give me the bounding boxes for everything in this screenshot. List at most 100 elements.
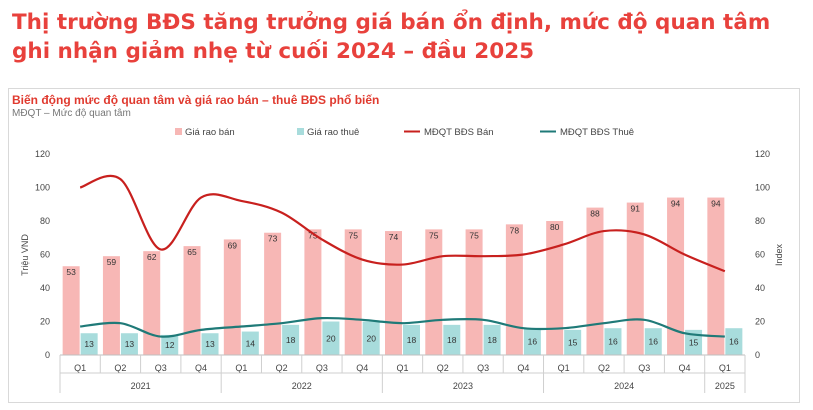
- sale-bar-label: 94: [711, 199, 721, 209]
- year-label: 2022: [292, 381, 312, 391]
- rent-bar: [725, 328, 743, 355]
- legend-label: MĐQT BĐS Thuê: [560, 127, 634, 138]
- legend-label: MĐQT BĐS Bán: [424, 127, 494, 138]
- rent-bar-label: 18: [447, 335, 457, 345]
- y-tick-label: 80: [40, 216, 50, 226]
- sale-bar: [667, 197, 685, 355]
- rent-bar-label: 14: [246, 338, 256, 348]
- sale-bar-label: 75: [308, 230, 318, 240]
- x-tick-label: Q3: [316, 363, 328, 373]
- sale-bar: [626, 202, 644, 355]
- sale-bar: [707, 197, 725, 355]
- year-label: 2024: [614, 381, 634, 391]
- y2-axis-title: Index: [774, 243, 784, 266]
- x-tick-label: Q4: [679, 363, 691, 373]
- rent-bar: [80, 333, 98, 355]
- sale-bar: [385, 231, 402, 355]
- sale-bar: [223, 239, 241, 355]
- legend-swatch: [175, 128, 182, 135]
- sale-bar: [505, 224, 523, 355]
- rent-bar-label: 15: [568, 337, 578, 347]
- x-tick-label: Q2: [276, 363, 288, 373]
- legend-label: Giá rao bán: [185, 127, 235, 138]
- rent-bar-label: 16: [608, 337, 618, 347]
- y-axis-title: Triệu VND: [20, 234, 30, 276]
- sale-bar-label: 75: [429, 230, 439, 240]
- sale-bar-label: 73: [268, 234, 278, 244]
- sale-bar-label: 74: [389, 232, 399, 242]
- rent-bar: [685, 329, 703, 355]
- sale-bar-label: 78: [510, 225, 520, 235]
- headline-line-1: Thị trường BĐS tăng trưởng giá bán ổn đị…: [12, 10, 771, 35]
- sale-bar-label: 65: [187, 247, 197, 257]
- x-tick-label: Q4: [517, 363, 529, 373]
- sale-bar-label: 59: [107, 257, 117, 267]
- rent-bar-label: 20: [326, 333, 336, 343]
- sale-bar: [425, 229, 443, 355]
- rent-bar-label: 16: [649, 337, 659, 347]
- sale-bar-label: 88: [590, 209, 600, 219]
- sale-bar: [143, 251, 161, 355]
- rent-bar: [241, 331, 259, 355]
- sale-bar-label: 53: [66, 267, 76, 277]
- y-tick-label: 20: [40, 317, 50, 327]
- y-tick-label: 120: [35, 149, 50, 159]
- rent-bar-label: 16: [729, 337, 739, 347]
- rent-bar: [564, 329, 582, 355]
- x-tick-label: Q3: [477, 363, 489, 373]
- rent-bar-label: 18: [286, 335, 296, 345]
- y2-tick-label: 80: [755, 216, 765, 226]
- x-tick-label: Q2: [114, 363, 126, 373]
- y-tick-label: 100: [35, 183, 50, 193]
- rent-bar: [403, 324, 420, 355]
- x-tick-label: Q2: [598, 363, 610, 373]
- sale-bar: [102, 256, 120, 355]
- x-tick-label: Q3: [638, 363, 650, 373]
- x-tick-label: Q1: [74, 363, 86, 373]
- x-tick-label: Q2: [437, 363, 449, 373]
- sale-interest-line: [79, 174, 726, 273]
- rent-bar-label: 13: [205, 339, 215, 349]
- rent-bar: [282, 324, 300, 355]
- rent-bar-label: 20: [366, 333, 376, 343]
- x-tick-label: Q1: [558, 363, 570, 373]
- headline: Thị trường BĐS tăng trưởng giá bán ổn đị…: [12, 8, 802, 66]
- rent-bar: [604, 328, 622, 355]
- legend-label: Giá rao thuê: [307, 127, 359, 138]
- x-tick-label: Q1: [396, 363, 408, 373]
- rent-bar-label: 13: [84, 339, 94, 349]
- sale-bar: [264, 232, 282, 355]
- sale-bar: [586, 207, 604, 355]
- rent-bar: [523, 328, 541, 355]
- sale-bar-label: 75: [469, 230, 479, 240]
- chart-panel: [8, 88, 800, 403]
- rent-bar: [120, 333, 138, 355]
- y-tick-label: 60: [40, 250, 50, 260]
- rent-bar-label: 18: [487, 335, 497, 345]
- rent-bar: [201, 333, 219, 355]
- rent-bar: [644, 328, 662, 355]
- rent-bar: [322, 321, 340, 355]
- y2-tick-label: 120: [755, 149, 770, 159]
- rent-bar-label: 12: [165, 340, 175, 350]
- sale-bar-label: 62: [147, 252, 157, 262]
- sale-bar-label: 91: [631, 204, 641, 214]
- x-tick-label: Q1: [719, 363, 731, 373]
- chart-subtitle: MĐQT – Mức độ quan tâm: [12, 108, 131, 119]
- sale-bar: [546, 221, 564, 355]
- headline-line-2: ghi nhận giảm nhẹ từ cuối 2024 – đầu 202…: [12, 39, 535, 64]
- y2-tick-label: 0: [755, 350, 760, 360]
- sale-bar: [62, 266, 80, 355]
- rent-bar: [161, 334, 179, 355]
- y2-tick-label: 40: [755, 283, 765, 293]
- year-label: 2025: [715, 381, 735, 391]
- y2-tick-label: 60: [755, 250, 765, 260]
- sale-bar: [344, 229, 362, 355]
- sale-bar-label: 94: [671, 199, 681, 209]
- x-tick-label: Q3: [155, 363, 167, 373]
- y2-tick-label: 20: [755, 317, 765, 327]
- rent-bar: [362, 321, 380, 355]
- sale-bar-label: 80: [550, 222, 560, 232]
- sale-bar: [304, 229, 322, 355]
- sale-bar: [183, 246, 201, 355]
